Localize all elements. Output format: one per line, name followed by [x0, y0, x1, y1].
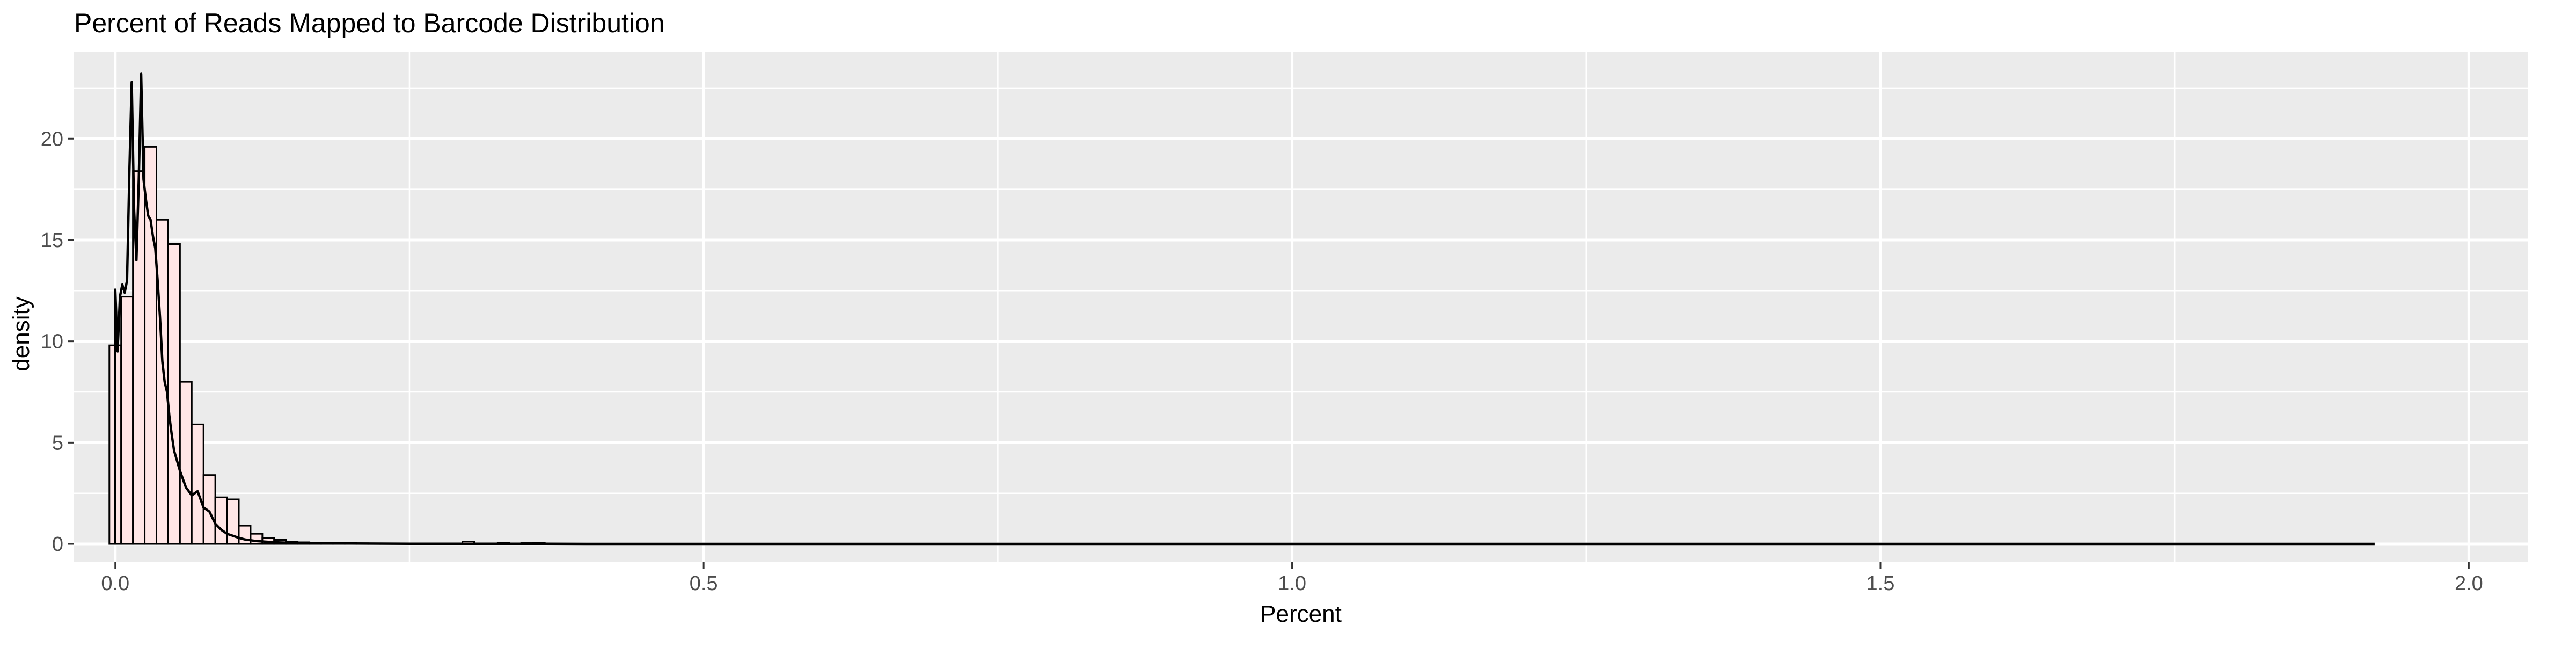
- plot-panel: [74, 52, 2528, 562]
- x-tick-label: 0.0: [101, 572, 129, 595]
- x-tick-label: 2.0: [2455, 572, 2483, 595]
- y-tick-label: 0: [52, 533, 63, 556]
- y-tick-label: 20: [41, 128, 63, 150]
- histogram-bar: [156, 220, 168, 544]
- histogram-bar: [168, 244, 180, 544]
- y-tick-label: 5: [52, 432, 63, 454]
- y-axis-label: density: [8, 296, 34, 371]
- x-axis-label: Percent: [1260, 601, 1342, 627]
- y-axis: 0 5 10 15 20: [41, 128, 74, 556]
- x-tick-label: 1.5: [1867, 572, 1895, 595]
- histogram-bar: [192, 424, 203, 544]
- histogram-bar: [215, 497, 227, 544]
- chart-title: Percent of Reads Mapped to Barcode Distr…: [74, 8, 665, 38]
- histogram-bar: [180, 382, 192, 544]
- y-tick-label: 10: [41, 331, 63, 353]
- x-tick-label: 0.5: [690, 572, 718, 595]
- x-axis: 0.0 0.5 1.0 1.5 2.0: [101, 562, 2483, 595]
- histogram-bar: [121, 297, 133, 544]
- y-tick-label: 15: [41, 229, 63, 252]
- x-tick-label: 1.0: [1278, 572, 1306, 595]
